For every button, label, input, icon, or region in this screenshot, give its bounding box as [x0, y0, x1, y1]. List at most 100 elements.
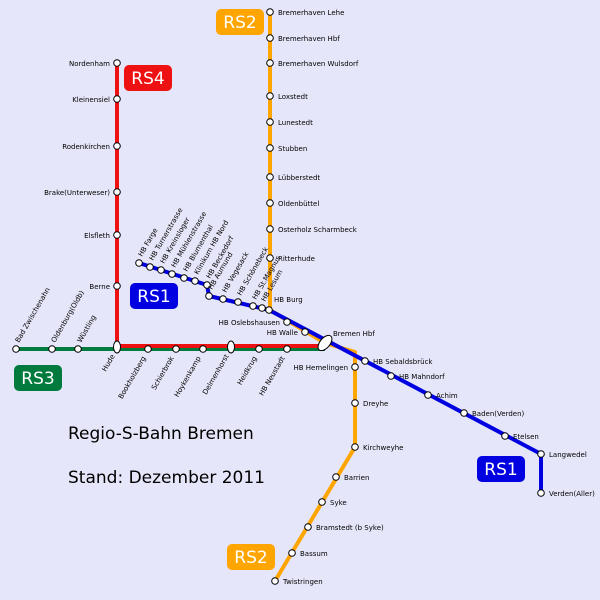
- station: [266, 199, 274, 207]
- line-badge: [14, 365, 62, 391]
- station-label: Bassum: [300, 550, 328, 558]
- station: [12, 345, 20, 353]
- station: [146, 263, 154, 271]
- station: [113, 188, 121, 196]
- station-interchange: [113, 340, 121, 354]
- station-label: Barrien: [344, 474, 369, 482]
- title: Regio-S-Bahn Bremen: [68, 424, 254, 444]
- line-badge: [124, 65, 172, 91]
- station-label: Syke: [330, 499, 347, 507]
- station-interchange: [227, 340, 235, 354]
- station-label: Lübberstedt: [278, 174, 320, 182]
- station-label: Lunestedt: [278, 119, 313, 127]
- station-label: Loxstedt: [278, 93, 308, 101]
- station-label: HB Oslebshausen: [219, 319, 280, 327]
- subtitle: Stand: Dezember 2011: [68, 468, 265, 488]
- station: [288, 549, 296, 557]
- line-badge: [227, 544, 275, 570]
- station: [203, 281, 211, 289]
- station: [537, 489, 545, 497]
- station-label: Achim: [436, 392, 458, 400]
- station-label: Ritterhude: [278, 255, 315, 263]
- station-label: Bremerhaven Hbf: [278, 35, 340, 43]
- station: [266, 254, 274, 262]
- station: [351, 363, 359, 371]
- line-badge-label: RS4: [131, 69, 164, 89]
- station-label: Twistringen: [282, 578, 323, 586]
- station: [258, 304, 266, 312]
- line-badge-label: RS1: [137, 287, 170, 307]
- station-label: Nordenham: [69, 60, 110, 68]
- station: [424, 391, 432, 399]
- station-label: Kirchweyhe: [363, 444, 403, 452]
- station: [48, 345, 56, 353]
- station: [113, 231, 121, 239]
- station-label: Osterholz Scharmbeck: [278, 226, 358, 234]
- station-label: Berne: [89, 283, 110, 291]
- station: [332, 473, 340, 481]
- line-badge: [216, 9, 264, 35]
- station-label: Dreyhe: [363, 400, 388, 408]
- station: [266, 118, 274, 126]
- station: [234, 298, 242, 306]
- station-label: Bremen Hbf: [333, 330, 375, 338]
- station: [266, 8, 274, 16]
- station: [113, 59, 121, 67]
- station: [168, 270, 176, 278]
- station: [351, 443, 359, 451]
- station: [199, 345, 207, 353]
- station-label: Bremerhaven Wulsdorf: [278, 60, 359, 68]
- station: [144, 345, 152, 353]
- station: [266, 173, 274, 181]
- station: [113, 282, 121, 290]
- station-label: Etelsen: [513, 433, 539, 441]
- line-badge-label: RS3: [21, 369, 54, 389]
- station: [265, 306, 273, 314]
- station-label: Bremerhaven Lehe: [278, 9, 344, 17]
- station: [255, 345, 263, 353]
- station-label: Kleinensiel: [72, 96, 110, 104]
- station: [460, 409, 468, 417]
- station: [249, 302, 257, 310]
- station-label: Oldenbüttel: [278, 200, 319, 208]
- line-badge-label: RS1: [484, 460, 517, 480]
- station-label: HB Hemelingen: [294, 364, 349, 372]
- station: [157, 266, 165, 274]
- station: [135, 259, 143, 267]
- station-label: Verden(Aller): [549, 490, 595, 498]
- station: [266, 34, 274, 42]
- station-label: Stubben: [278, 145, 307, 153]
- station-hub: [317, 334, 333, 352]
- station: [113, 142, 121, 150]
- station: [266, 59, 274, 67]
- station: [191, 277, 199, 285]
- station-label: Brake(Unterweser): [44, 189, 110, 197]
- station: [205, 292, 213, 300]
- station: [537, 450, 545, 458]
- station: [283, 318, 291, 326]
- station-label: Bramstedt (b Syke): [316, 524, 384, 532]
- station: [266, 225, 274, 233]
- station: [271, 577, 279, 585]
- line-badge: [477, 456, 525, 482]
- station-label: Elsfleth: [84, 232, 110, 240]
- station: [283, 345, 291, 353]
- station: [74, 345, 82, 353]
- line-badge-label: RS2: [223, 13, 256, 33]
- station-label: HB Burg: [274, 296, 303, 304]
- station: [266, 144, 274, 152]
- station: [180, 274, 188, 282]
- station: [172, 345, 180, 353]
- station-label: Rodenkirchen: [62, 143, 110, 151]
- station: [387, 372, 395, 380]
- station: [301, 328, 309, 336]
- station-label: HB Sebaldsbrück: [373, 358, 433, 366]
- station-label: Baden(Verden): [472, 410, 525, 418]
- station: [304, 523, 312, 531]
- station: [361, 357, 369, 365]
- station: [219, 295, 227, 303]
- station: [113, 95, 121, 103]
- station: [351, 399, 359, 407]
